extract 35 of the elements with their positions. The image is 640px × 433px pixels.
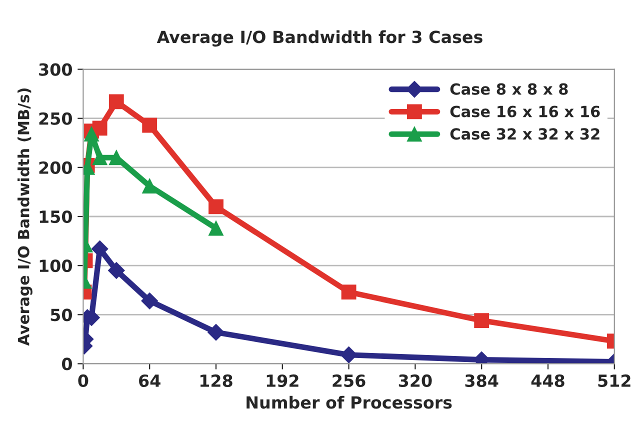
legend-label: Case 8 x 8 x 8 <box>450 83 568 95</box>
y-tick-label: 200 <box>39 161 72 174</box>
point <box>92 120 108 136</box>
x-tick-label: 512 <box>598 374 630 388</box>
y-tick-label: 300 <box>39 63 72 76</box>
x-tick-label: 256 <box>332 374 366 388</box>
point <box>208 199 224 214</box>
point <box>341 284 356 300</box>
x-tick-label: 128 <box>200 374 232 388</box>
point <box>208 324 224 341</box>
x-tick-label: 448 <box>531 374 564 388</box>
point <box>208 220 224 236</box>
x-axis-title: Number of Processors <box>246 396 452 409</box>
point <box>84 126 99 142</box>
point <box>141 292 158 310</box>
x-tick-label: 384 <box>465 374 498 388</box>
chart-title: Average I/O Bandwidth for 3 Cases <box>156 30 482 47</box>
x-tick-label: 0 <box>78 374 88 388</box>
y-axis-title: Average I/O Bandwidth (MB/s) <box>18 88 32 346</box>
legend-label: Case 16 x 16 x 16 <box>450 106 600 118</box>
y-tick-label: 0 <box>62 358 72 370</box>
y-tick-label: 100 <box>40 260 72 272</box>
point <box>92 150 108 166</box>
point <box>142 178 158 194</box>
point <box>108 94 124 110</box>
y-tick-label: 50 <box>50 308 72 322</box>
point <box>142 118 158 133</box>
legend-label: Case 32 x 32 x 32 <box>450 128 600 140</box>
y-tick-label: 250 <box>39 112 72 125</box>
x-tick-label: 320 <box>398 374 432 388</box>
y-tick-label: 150 <box>40 210 72 224</box>
x-tick-label: 64 <box>139 374 160 388</box>
point <box>474 313 490 328</box>
point <box>108 262 125 279</box>
x-tick-label: 192 <box>266 374 298 388</box>
